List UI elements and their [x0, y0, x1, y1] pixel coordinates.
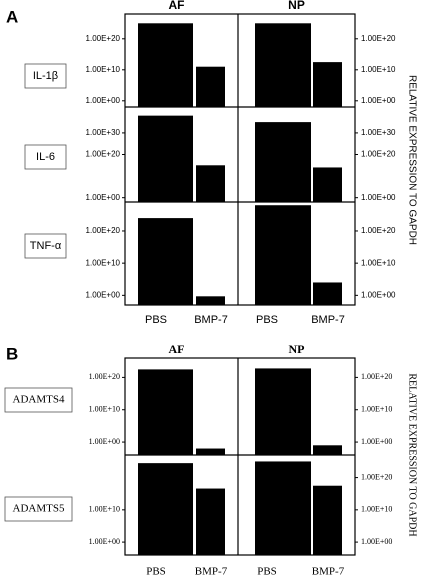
- y2-tick-label: 1.00E+00: [361, 96, 396, 105]
- row-label: IL-6: [36, 151, 55, 163]
- y-tick-label: 1.00E+00: [86, 193, 121, 202]
- x-tick-label: PBS: [146, 566, 166, 575]
- panel: A AF NP PBS BMP-7 PBS BMP-7 RELATIVE EXPRESSION…: [6, 0, 417, 326]
- y2-tick-label: 1.00E+20: [361, 150, 396, 159]
- bar: [255, 23, 311, 107]
- group-header: NP: [289, 342, 305, 356]
- bar: [313, 62, 342, 107]
- bar: [255, 205, 311, 305]
- y2-tick-label: 1.00E+10: [361, 258, 396, 267]
- plot-frame: [124, 13, 356, 306]
- bar: [196, 165, 225, 202]
- y-tick-label: 1.00E+10: [89, 405, 120, 414]
- bar: [255, 461, 311, 555]
- y-tick-label: 1.00E+10: [89, 505, 120, 514]
- row-label: ADAMTS5: [13, 503, 65, 515]
- y2-tick-label: 1.00E+10: [361, 505, 392, 514]
- bar: [138, 369, 193, 455]
- x-tick-label: BMP-7: [195, 566, 228, 575]
- x-tick-label: PBS: [256, 314, 278, 326]
- plot-frame: [124, 357, 356, 556]
- row-label: ADAMTS4: [13, 394, 65, 406]
- y2-tick-label: 1.00E+20: [361, 372, 392, 381]
- y-tick-label: 1.00E+20: [86, 150, 121, 159]
- group-header: AF: [169, 342, 185, 356]
- x-tick-label: PBS: [145, 314, 167, 326]
- bar: [313, 282, 342, 305]
- y2-tick-label: 1.00E+20: [361, 226, 396, 235]
- y2-tick-label: 1.00E+00: [361, 193, 396, 202]
- y2-tick-label: 1.00E+20: [361, 34, 396, 43]
- y-axis-label: RELATIVE EXPRESSION TO GAPDH: [406, 75, 417, 245]
- y2-tick-label: 1.00E+00: [361, 437, 392, 446]
- bar: [196, 66, 225, 107]
- y2-tick-label: 1.00E+00: [361, 290, 396, 299]
- bar: [313, 485, 342, 555]
- bar: [138, 115, 193, 202]
- y-tick-label: 1.00E+00: [89, 437, 120, 446]
- row-label-box: [24, 144, 67, 170]
- bar: [138, 218, 193, 305]
- row-label: TNF-α: [30, 240, 62, 252]
- bar: [196, 488, 225, 555]
- y-tick-label: 1.00E+10: [86, 65, 121, 74]
- row-label: IL-1β: [33, 70, 58, 82]
- y-tick-label: 1.00E+20: [86, 226, 121, 235]
- bar: [196, 296, 225, 305]
- row-label-box: [24, 63, 67, 89]
- panel-letter: A: [6, 7, 18, 26]
- group-header: NP: [288, 0, 305, 12]
- y-tick-label: 1.00E+00: [89, 537, 120, 546]
- row-label-box: [24, 233, 67, 259]
- row-label-box: [4, 387, 73, 413]
- x-tick-label: BMP-7: [312, 566, 345, 575]
- row-label-box: [4, 496, 73, 522]
- x-tick-label: BMP-7: [311, 314, 345, 326]
- bar: [255, 368, 311, 455]
- y-tick-label: 1.00E+10: [86, 258, 121, 267]
- x-tick-label: PBS: [257, 566, 277, 575]
- y2-tick-label: 1.00E+20: [361, 472, 392, 481]
- y2-tick-label: 1.00E+10: [361, 405, 392, 414]
- y-tick-label: 1.00E+30: [86, 128, 121, 137]
- y-tick-label: 1.00E+20: [86, 34, 121, 43]
- panel-letter: B: [6, 344, 18, 363]
- bar: [255, 122, 311, 202]
- y2-tick-label: 1.00E+30: [361, 128, 396, 137]
- y-tick-label: 1.00E+00: [86, 96, 121, 105]
- y-tick-label: 1.00E+00: [86, 290, 121, 299]
- bar: [313, 167, 342, 202]
- y-tick-label: 1.00E+20: [89, 372, 120, 381]
- bar: [313, 445, 342, 455]
- bar: [196, 448, 225, 455]
- y2-tick-label: 1.00E+00: [361, 537, 392, 546]
- y2-tick-label: 1.00E+10: [361, 65, 396, 74]
- panel: B AF NP PBS BMP-7 PBS BMP-7 RELATIVE EXPRESSION…: [4, 342, 418, 575]
- bar: [138, 23, 193, 107]
- group-header: AF: [169, 0, 185, 12]
- y-axis-label: RELATIVE EXPRESSION TO GAPDH: [407, 373, 418, 536]
- bar: [138, 463, 193, 555]
- x-tick-label: BMP-7: [194, 314, 228, 326]
